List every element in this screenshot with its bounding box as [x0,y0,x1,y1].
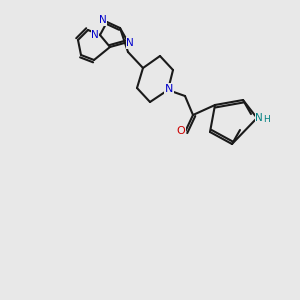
Text: N: N [255,113,263,123]
Text: N: N [126,38,134,48]
Text: N: N [165,84,173,94]
Text: H: H [262,115,269,124]
Text: O: O [177,126,185,136]
Text: N: N [91,30,99,40]
Text: N: N [99,15,107,25]
